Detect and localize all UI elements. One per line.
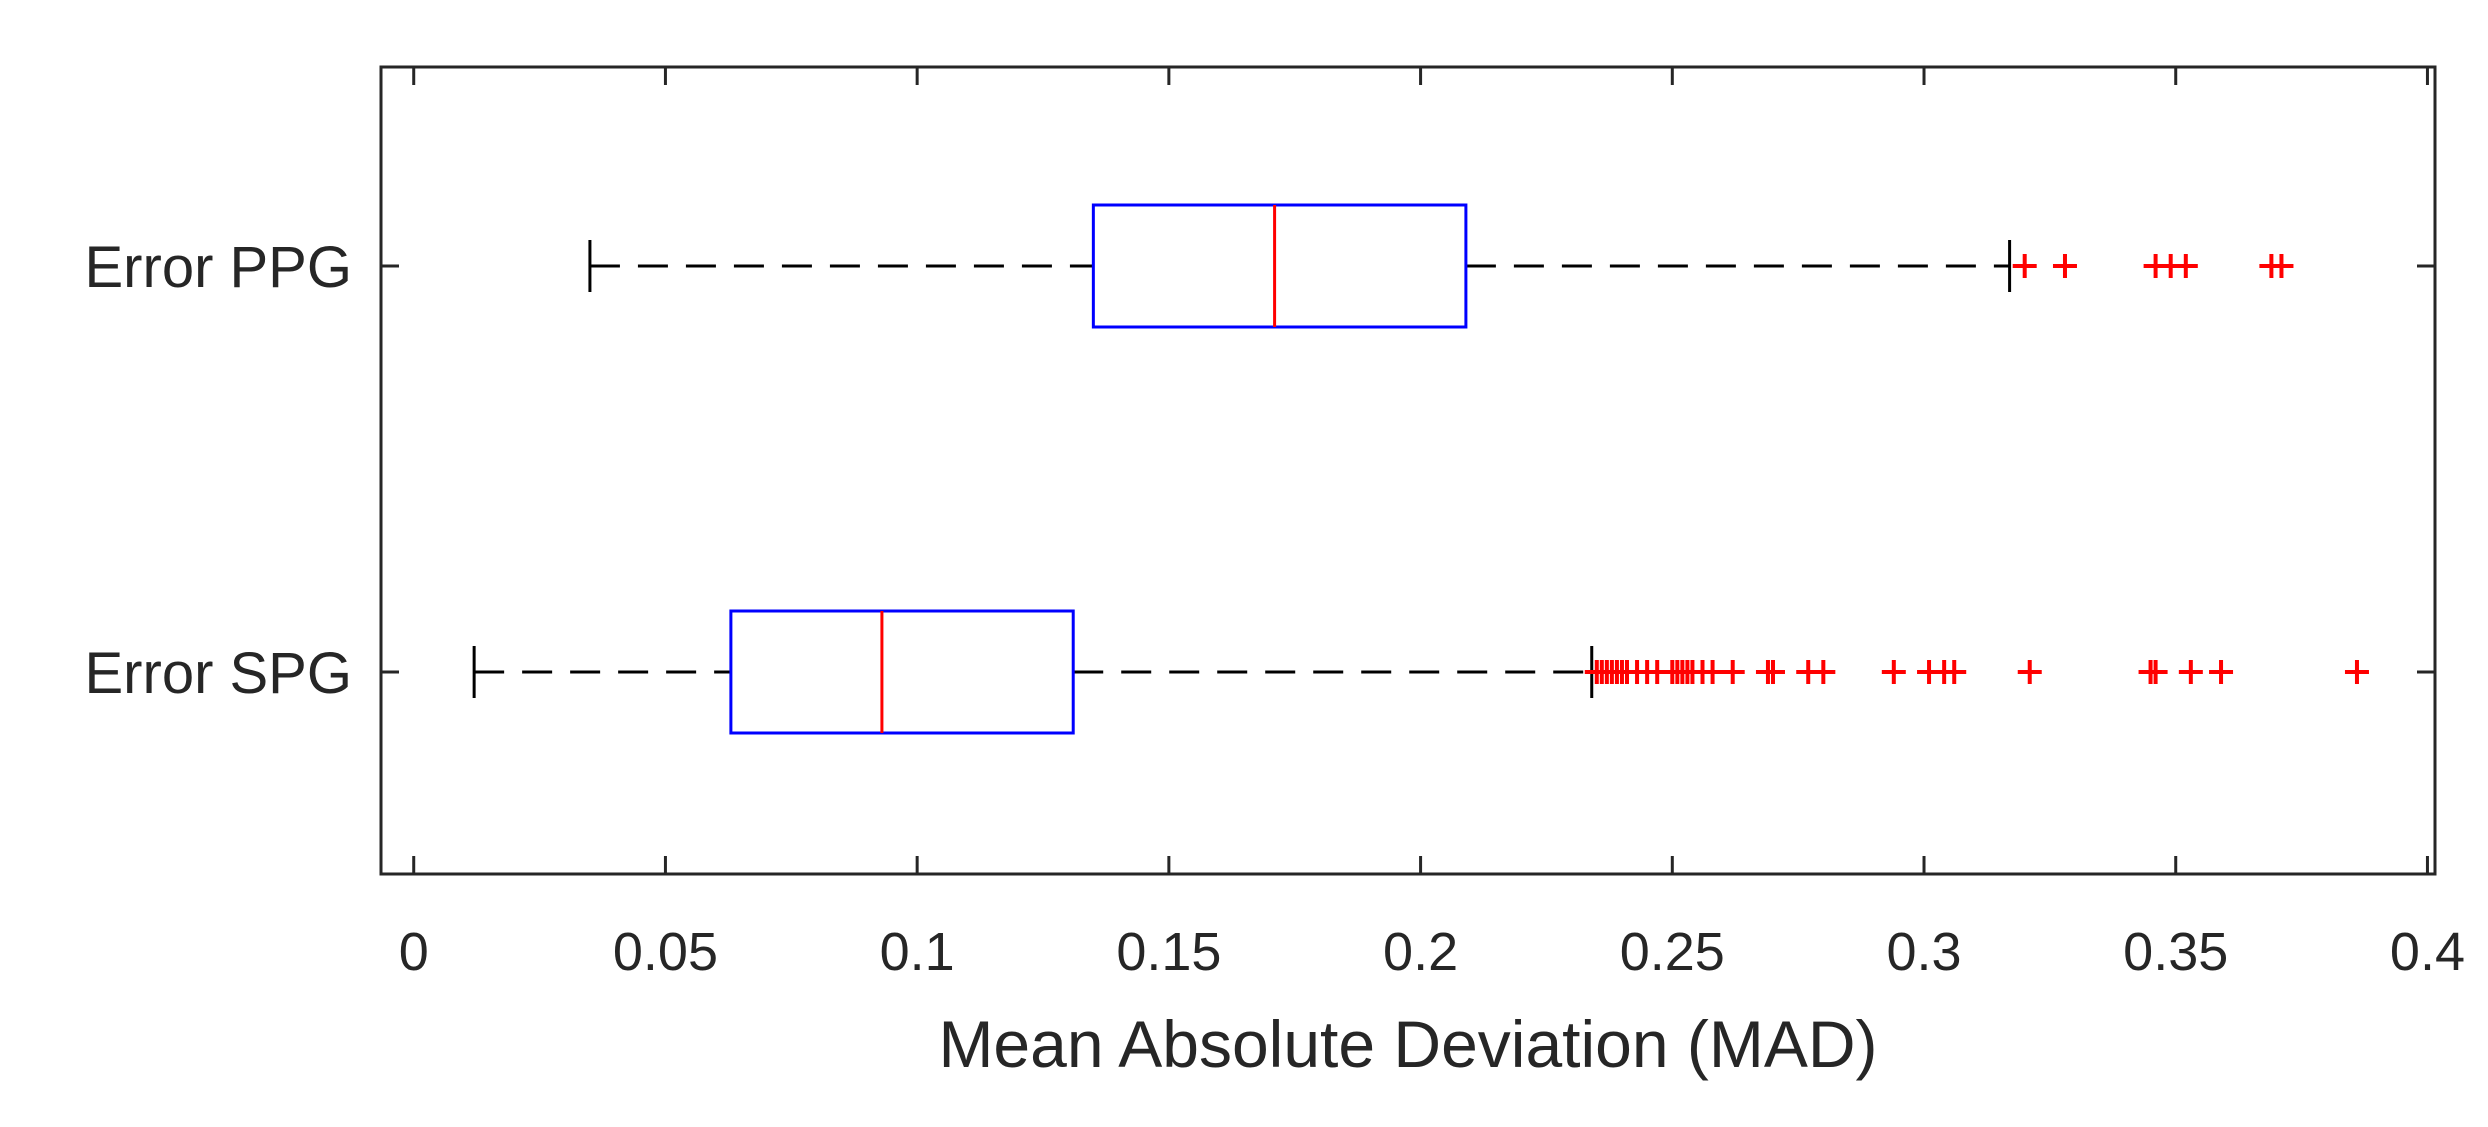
x-tick-label: 0 bbox=[399, 922, 429, 982]
x-tick-label: 0.3 bbox=[1886, 922, 1961, 982]
box-group bbox=[588, 203, 2294, 329]
x-tick-label: 0.4 bbox=[2390, 922, 2465, 982]
outlier-point bbox=[1811, 660, 1836, 684]
x-tick-label: 0.35 bbox=[2123, 922, 2228, 982]
outlier-point bbox=[1881, 660, 1906, 684]
outlier-point bbox=[2143, 660, 2168, 684]
outlier-point bbox=[1720, 660, 1745, 684]
x-tick-labels: 0 0.05 0.1 0.15 0.2 0.25 0.3 0.35 0.4 bbox=[399, 922, 2465, 982]
category-label: Error SPG bbox=[85, 641, 353, 706]
iqr-box bbox=[1091, 203, 1468, 329]
category-labels: Error PPG Error SPG bbox=[85, 235, 353, 706]
x-tick-label: 0.25 bbox=[1620, 922, 1725, 982]
box-series bbox=[472, 203, 2369, 735]
x-tick-label: 0.1 bbox=[880, 922, 955, 982]
x-tick-label: 0.15 bbox=[1116, 922, 1221, 982]
x-tick-label: 0.2 bbox=[1383, 922, 1458, 982]
outlier-point bbox=[2209, 660, 2234, 684]
outlier-point bbox=[2269, 254, 2294, 278]
box-group bbox=[472, 609, 2369, 735]
outlier-point bbox=[2344, 660, 2369, 684]
outlier-point bbox=[1760, 660, 1785, 684]
outlier-point bbox=[2173, 254, 2198, 278]
outlier-point bbox=[2017, 660, 2042, 684]
category-ticks bbox=[381, 264, 2435, 674]
outlier-point bbox=[2012, 254, 2037, 278]
x-axis-title: Mean Absolute Deviation (MAD) bbox=[938, 1007, 1877, 1081]
category-label: Error PPG bbox=[85, 235, 353, 300]
x-tick-label: 0.05 bbox=[613, 922, 718, 982]
outlier-point bbox=[2178, 660, 2203, 684]
x-axis-ticks bbox=[412, 67, 2429, 874]
plot-frame bbox=[379, 65, 2437, 876]
iqr-box bbox=[729, 609, 1075, 735]
outlier-point bbox=[2052, 254, 2077, 278]
outlier-point bbox=[1700, 660, 1725, 684]
outlier-point bbox=[1942, 660, 1967, 684]
